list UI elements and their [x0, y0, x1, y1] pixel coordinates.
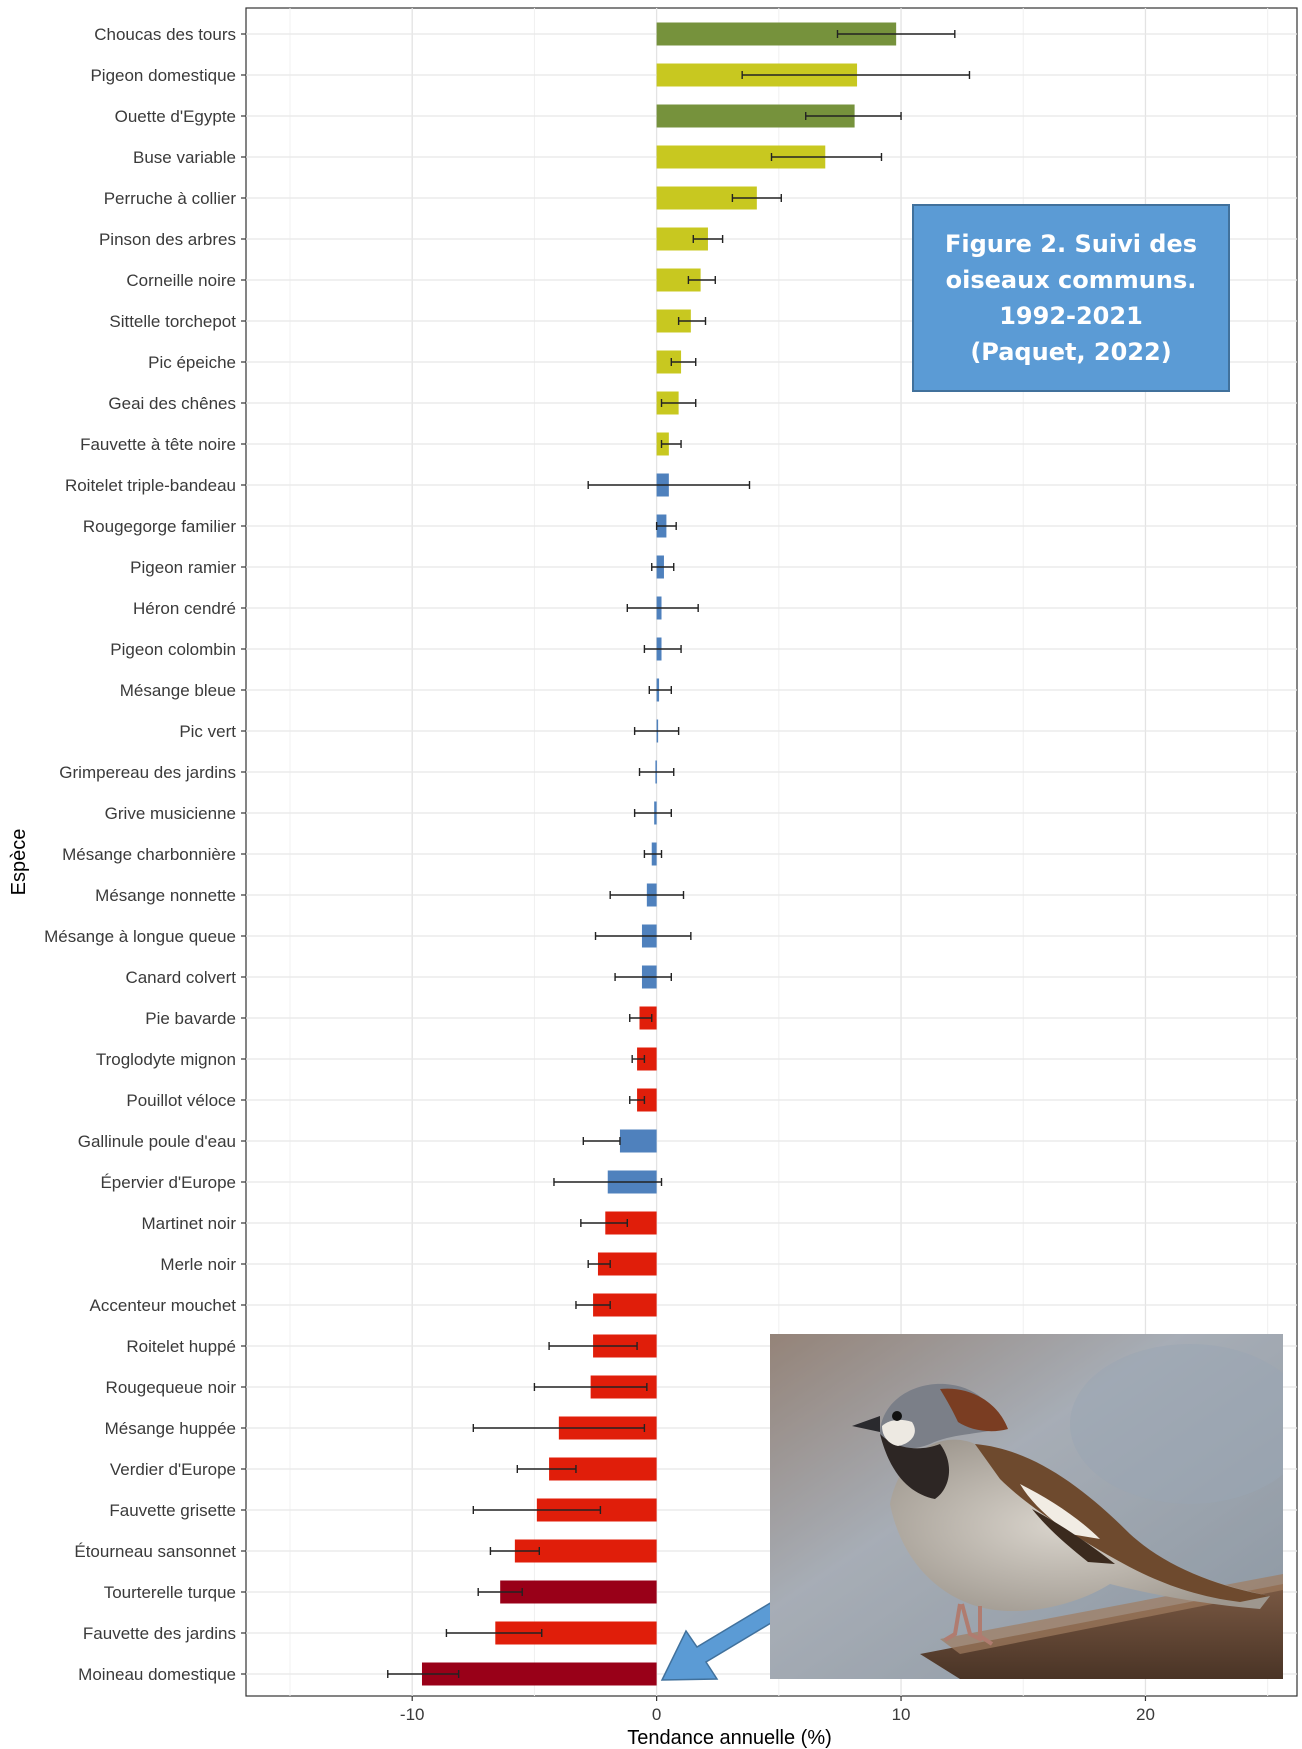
bar: [656, 309, 691, 333]
bar: [656, 350, 682, 374]
y-tick-label: Pic épeiche: [148, 353, 236, 372]
y-tick-labels: Choucas des tours Pigeon domestique Ouette…: [44, 25, 246, 1684]
y-tick-label: Étourneau sansonnet: [74, 1542, 236, 1561]
y-tick-label: Choucas des tours: [94, 25, 236, 44]
y-tick-label: Grive musicienne: [105, 804, 236, 823]
error-bars: [387, 30, 971, 1678]
bar: [637, 1088, 657, 1112]
y-tick-label: Rougegorge familier: [83, 517, 236, 536]
bar: [656, 145, 826, 169]
bar: [656, 227, 708, 251]
y-tick-label: Martinet noir: [142, 1214, 237, 1233]
y-tick-label: Grimpereau des jardins: [59, 763, 236, 782]
bar: [656, 22, 897, 46]
y-tick-label: Pinson des arbres: [99, 230, 236, 249]
y-tick-label: Mésange huppée: [105, 1419, 236, 1438]
y-tick-label: Merle noir: [160, 1255, 236, 1274]
figure-caption-box: Figure 2. Suivi des oiseaux communs. 199…: [912, 204, 1230, 392]
y-tick-label: Pigeon ramier: [130, 558, 236, 577]
y-tick-label: Mésange bleue: [120, 681, 236, 700]
bar: [605, 1211, 657, 1235]
x-tick-label: 0: [652, 1705, 661, 1724]
y-tick-label: Roitelet triple-bandeau: [65, 476, 236, 495]
bar: [421, 1662, 657, 1686]
y-tick-label: Ouette d'Egypte: [115, 107, 236, 126]
y-tick-label: Mésange à longue queue: [44, 927, 236, 946]
y-tick-label: Mésange nonnette: [95, 886, 236, 905]
bar: [656, 104, 855, 128]
x-tick-label: -10: [400, 1705, 425, 1724]
y-tick-label: Héron cendré: [133, 599, 236, 618]
y-tick-label: Canard colvert: [125, 968, 236, 987]
bar: [597, 1252, 657, 1276]
y-tick-label: Verdier d'Europe: [110, 1460, 236, 1479]
y-tick-label: Pigeon domestique: [90, 66, 236, 85]
y-tick-label: Épervier d'Europe: [100, 1173, 236, 1192]
y-tick-label: Fauvette à tête noire: [80, 435, 236, 454]
y-axis-title: Espèce: [8, 829, 30, 896]
bar: [656, 186, 757, 210]
y-tick-label: Perruche à collier: [104, 189, 237, 208]
bar: [637, 1047, 657, 1071]
y-tick-label: Pic vert: [179, 722, 236, 741]
y-tick-label: Tourterelle turque: [104, 1583, 236, 1602]
bar: [495, 1621, 657, 1645]
y-tick-label: Fauvette des jardins: [83, 1624, 236, 1643]
bar: [656, 268, 701, 292]
y-tick-label: Geai des chênes: [108, 394, 236, 413]
y-tick-label: Corneille noire: [126, 271, 236, 290]
y-tick-label: Pie bavarde: [145, 1009, 236, 1028]
y-tick-label: Troglodyte mignon: [96, 1050, 236, 1069]
figure-caption-text: Figure 2. Suivi des oiseaux communs. 199…: [944, 230, 1198, 366]
y-tick-label: Moineau domestique: [78, 1665, 236, 1684]
y-tick-label: Rougequeue noir: [106, 1378, 237, 1397]
bar: [593, 1293, 657, 1317]
bar: [514, 1539, 657, 1563]
y-tick-label: Accenteur mouchet: [90, 1296, 237, 1315]
bar: [500, 1580, 657, 1604]
house-sparrow-photo: [770, 1334, 1283, 1679]
x-tick-labels: -10 0 10 20: [400, 1696, 1155, 1724]
bar: [549, 1457, 657, 1481]
y-tick-label: Sittelle torchepot: [109, 312, 236, 331]
y-tick-label: Fauvette grisette: [109, 1501, 236, 1520]
y-tick-label: Gallinule poule d'eau: [78, 1132, 236, 1151]
y-tick-label: Pigeon colombin: [110, 640, 236, 659]
x-tick-label: 20: [1136, 1705, 1155, 1724]
bar: [619, 1129, 657, 1153]
y-tick-label: Pouillot véloce: [126, 1091, 236, 1110]
x-axis-title: Tendance annuelle (%): [627, 1727, 832, 1749]
x-tick-label: 10: [892, 1705, 911, 1724]
y-tick-label: Roitelet huppé: [126, 1337, 236, 1356]
y-tick-label: Mésange charbonnière: [62, 845, 236, 864]
y-tick-label: Buse variable: [133, 148, 236, 167]
